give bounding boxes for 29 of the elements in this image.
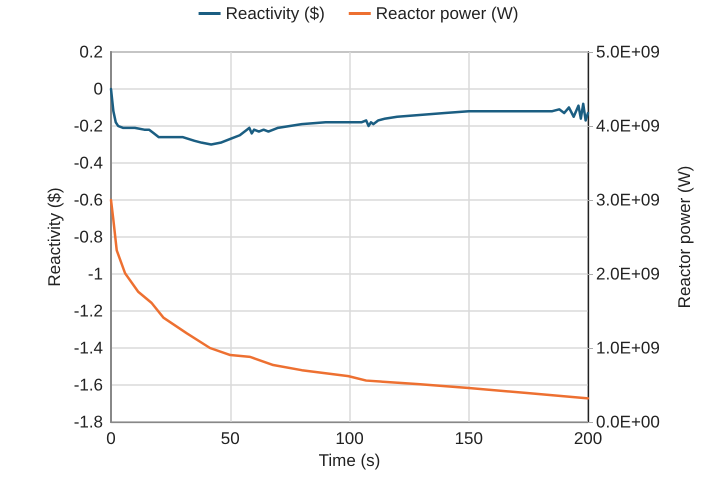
y-tick-label: -1.4 — [74, 338, 103, 358]
legend-label: Reactivity ($) — [226, 4, 325, 23]
x-tick-label: 0 — [106, 429, 116, 448]
y-tick-label: -1.2 — [74, 302, 103, 320]
line-series — [110, 88, 590, 146]
x-tick-label: 200 — [574, 429, 602, 448]
y-tick-label: -1.6 — [74, 376, 103, 394]
y-tick-label: -0.6 — [74, 190, 103, 210]
y2-tick-label: 1.0E+09 — [596, 338, 660, 358]
y2-axis-title: Reactor power (W) — [675, 166, 694, 308]
y2-tick-label: 5.0E+09 — [596, 42, 660, 62]
x-tick-label: 150 — [454, 429, 483, 448]
x-tick-label: 50 — [220, 429, 240, 448]
x-axis-title: Time (s) — [318, 451, 380, 470]
y-tick-label: -1 — [88, 264, 103, 284]
y-tick-label: -0.2 — [74, 116, 103, 136]
y2-tick-label: 2.0E+09 — [596, 264, 660, 284]
y-tick-label: 0.2 — [79, 42, 103, 62]
line-series — [110, 198, 590, 400]
y2-tick-label: 3.0E+09 — [596, 190, 660, 210]
y2-tick-label: 0.0E+00 — [596, 412, 660, 432]
legend-label: Reactor power (W) — [376, 4, 518, 23]
y-axis-title: Reactivity ($) — [44, 187, 64, 287]
y-tick-label: -0.4 — [74, 154, 103, 172]
x-tick-label: 100 — [335, 429, 364, 448]
y-tick-label: -1.8 — [74, 412, 103, 432]
y-tick-label: -0.8 — [74, 228, 103, 246]
y-tick-label: 0 — [94, 80, 103, 98]
y2-tick-label: 4.0E+09 — [596, 116, 660, 136]
